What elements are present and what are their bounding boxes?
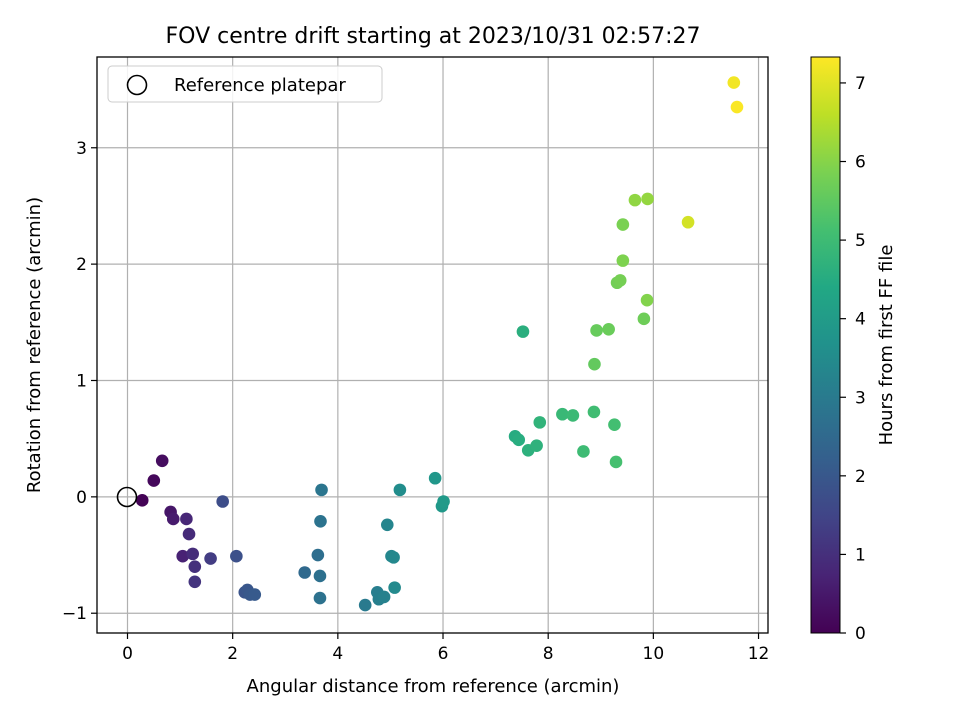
- y-axis-label: Rotation from reference (arcmin): [24, 197, 45, 493]
- colorbar-tick-label: 1: [855, 545, 866, 565]
- data-point: [587, 405, 601, 419]
- x-tick-label: 8: [543, 644, 554, 664]
- data-point: [613, 274, 627, 287]
- y-axis-ticks: −1 0 1 2 3: [62, 139, 97, 624]
- data-point: [588, 357, 601, 371]
- reference-platepar-marker: [116, 486, 138, 508]
- data-point: [641, 192, 654, 206]
- data-point: [186, 547, 200, 561]
- data-point: [616, 218, 630, 231]
- data-point: [637, 312, 651, 326]
- data-point: [377, 590, 391, 604]
- data-point: [204, 552, 217, 565]
- data-point: [556, 407, 569, 421]
- x-tick-label: 0: [122, 644, 133, 664]
- colorbar-tick-label: 0: [855, 624, 866, 644]
- data-point: [628, 193, 642, 207]
- y-tick-label: 2: [76, 255, 87, 275]
- colorbar-tick-label: 6: [855, 153, 866, 173]
- y-tick-label: 3: [76, 139, 87, 159]
- data-point: [380, 518, 394, 532]
- colorbar-tick-label: 4: [855, 310, 866, 330]
- y-tick-label: 1: [76, 371, 87, 391]
- data-point: [182, 527, 196, 541]
- x-tick-label: 12: [748, 644, 770, 664]
- colorbar-tick-label: 5: [855, 231, 866, 251]
- data-point: [166, 512, 180, 526]
- data-point: [609, 455, 623, 469]
- data-point: [602, 322, 615, 336]
- x-axis-label: Angular distance from reference (arcmin): [247, 676, 620, 697]
- data-point: [135, 494, 149, 507]
- chart-title: FOV centre drift starting at 2023/10/31 …: [166, 24, 701, 49]
- data-point: [640, 293, 654, 307]
- data-point: [180, 512, 193, 526]
- data-point: [147, 474, 161, 487]
- data-point: [216, 495, 229, 508]
- y-tick-label: 0: [76, 488, 87, 508]
- data-point: [314, 514, 327, 528]
- data-point: [311, 548, 325, 562]
- data-point: [616, 254, 630, 267]
- data-point: [530, 439, 543, 452]
- data-point: [516, 325, 530, 338]
- x-tick-label: 2: [227, 644, 238, 664]
- data-point: [577, 445, 590, 458]
- data-point: [727, 76, 741, 89]
- legend: Reference platepar: [107, 65, 383, 103]
- data-point: [730, 100, 744, 114]
- data-point: [358, 598, 372, 612]
- legend-box: [107, 65, 383, 103]
- data-point: [428, 471, 442, 485]
- data-point: [566, 409, 580, 422]
- data-point: [188, 560, 202, 573]
- data-point: [512, 433, 526, 447]
- data-point: [230, 549, 243, 563]
- plot-frame: [96, 56, 769, 634]
- legend-reference-icon: [126, 74, 148, 96]
- grid: [97, 57, 768, 633]
- data-point: [313, 569, 327, 583]
- colorbar-ticks: 0 1 2 3 4 5 6 7: [840, 74, 866, 644]
- x-tick-label: 10: [643, 644, 665, 664]
- colorbar-tick-label: 2: [855, 467, 866, 487]
- data-point: [681, 215, 695, 229]
- colorbar-label: Hours from first FF file: [876, 245, 897, 446]
- x-tick-label: 4: [332, 644, 343, 664]
- x-axis-ticks: 0 2 4 6 8 10 12: [122, 633, 769, 664]
- data-point: [437, 495, 450, 508]
- data-point: [248, 588, 262, 601]
- colorbar: 0 1 2 3 4 5 6 7 Hours from first FF file: [810, 56, 897, 644]
- colorbar-tick-label: 7: [855, 74, 866, 94]
- data-point: [533, 416, 547, 429]
- data-point: [298, 566, 312, 579]
- colorbar-tick-label: 3: [855, 388, 866, 408]
- data-point: [590, 324, 603, 337]
- data-point: [608, 418, 621, 432]
- data-points: [135, 76, 744, 612]
- x-tick-label: 6: [438, 644, 449, 664]
- y-tick-label: −1: [62, 604, 87, 624]
- data-point: [155, 454, 169, 468]
- data-point: [388, 581, 401, 594]
- colorbar-gradient: [810, 56, 841, 634]
- legend-entry-reference: Reference platepar: [174, 75, 346, 96]
- data-point: [313, 591, 327, 605]
- data-point: [315, 483, 328, 497]
- data-point: [176, 549, 190, 563]
- data-point: [387, 551, 400, 564]
- data-point: [393, 483, 407, 497]
- data-point: [188, 575, 202, 589]
